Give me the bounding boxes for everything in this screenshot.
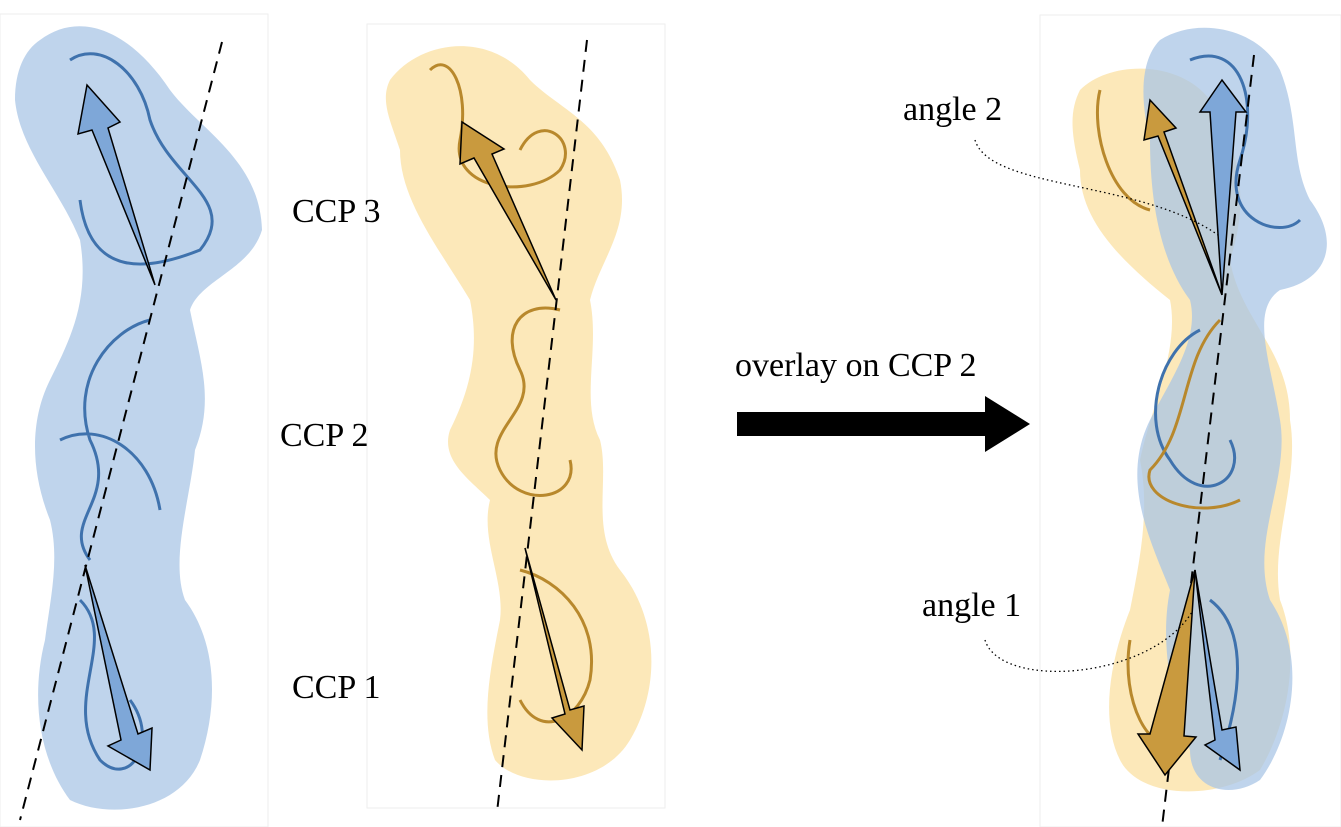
domain-arrow (1143, 98, 1223, 296)
angle-pointer (984, 611, 1193, 673)
domain-arrow (1194, 569, 1241, 772)
domain-label: CCP 1 (292, 669, 381, 706)
axis-line (19, 41, 223, 821)
domain-label: CCP 2 (280, 417, 369, 454)
domain-arrow (84, 564, 153, 772)
surface (1137, 27, 1327, 791)
domain-arrow (524, 547, 585, 752)
structure-right (1072, 27, 1327, 827)
angle-label: angle 2 (903, 91, 1002, 128)
domain-arrow (1136, 569, 1198, 777)
domain-arrow (1198, 78, 1248, 296)
structure-left (15, 26, 262, 821)
domain-arrow (77, 83, 156, 286)
domain-label: CCP 3 (292, 193, 381, 230)
overlay-arrow-body (737, 412, 987, 436)
angle-label: angle 1 (922, 587, 1021, 624)
surface (385, 46, 652, 781)
axis-line (496, 39, 588, 813)
overlay-label: overlay on CCP 2 (735, 347, 976, 384)
overlay-arrow-head (985, 396, 1030, 452)
ribbon (59, 52, 214, 771)
structure-middle (385, 39, 652, 813)
domain-arrow (459, 120, 557, 301)
surface (15, 26, 262, 810)
